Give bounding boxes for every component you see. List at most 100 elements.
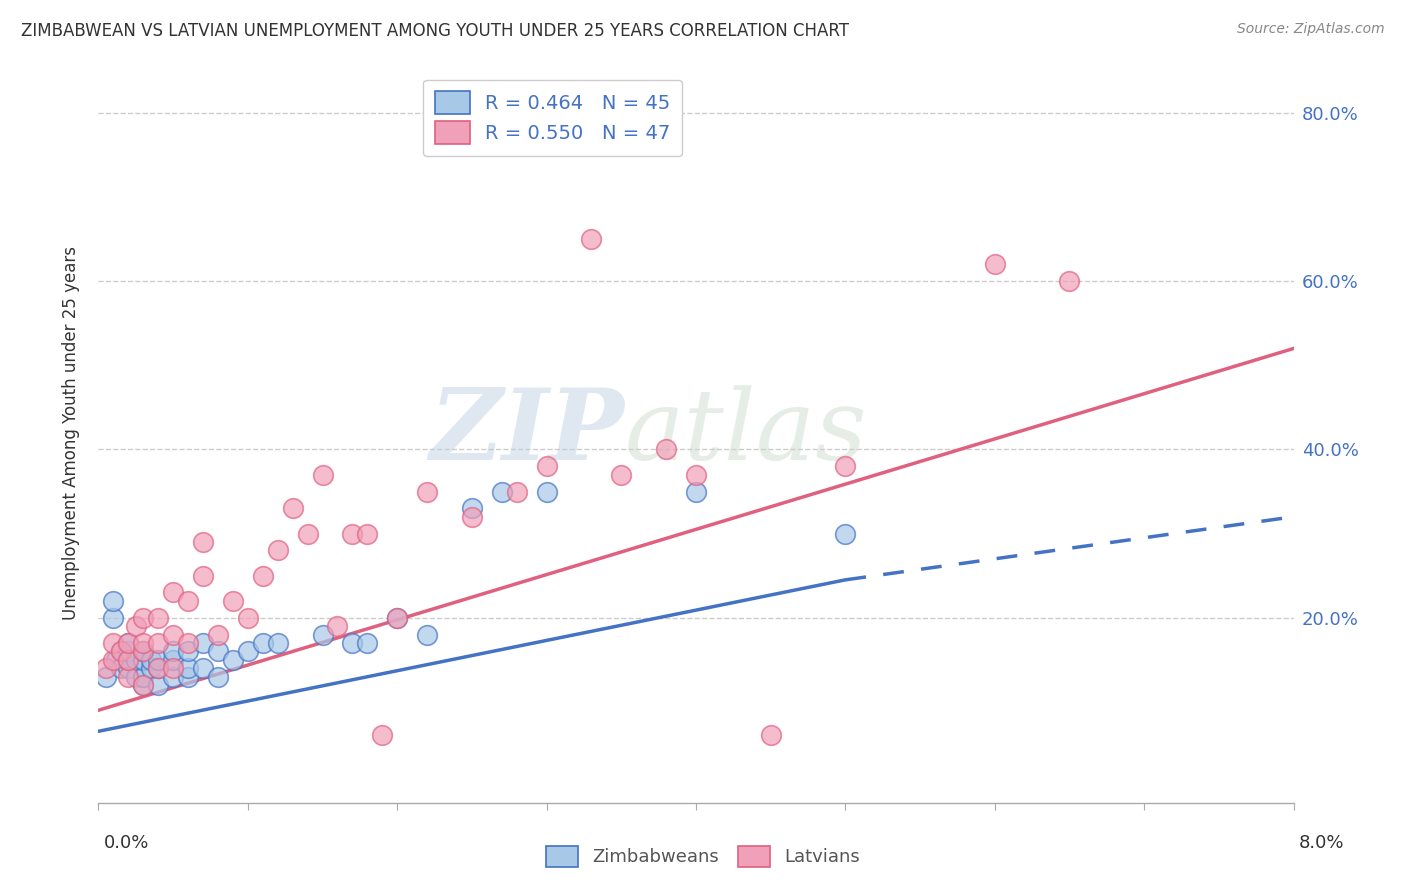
- Point: [94, 670, 117, 684]
- Point: [177, 670, 200, 684]
- Point: [132, 636, 155, 650]
- Point: [222, 594, 245, 608]
- Point: [1059, 274, 1081, 288]
- Legend: Zimbabweans, Latvians: Zimbabweans, Latvians: [538, 838, 868, 874]
- Point: [117, 653, 139, 667]
- Legend: R = 0.464   N = 45, R = 0.550   N = 47: R = 0.464 N = 45, R = 0.550 N = 47: [423, 79, 682, 155]
- Point: [191, 636, 214, 650]
- Point: [222, 653, 245, 667]
- Point: [461, 509, 484, 524]
- Point: [125, 619, 148, 633]
- Point: [103, 653, 125, 667]
- Point: [132, 678, 155, 692]
- Point: [148, 661, 170, 675]
- Point: [117, 636, 139, 650]
- Point: [191, 661, 214, 675]
- Point: [311, 627, 333, 641]
- Point: [685, 484, 707, 499]
- Point: [94, 661, 117, 675]
- Point: [103, 594, 125, 608]
- Point: [132, 610, 155, 624]
- Point: [581, 232, 603, 246]
- Point: [162, 661, 184, 675]
- Point: [191, 535, 214, 549]
- Text: ZIP: ZIP: [429, 384, 624, 481]
- Point: [416, 627, 439, 641]
- Point: [162, 644, 184, 658]
- Point: [267, 543, 290, 558]
- Point: [125, 670, 148, 684]
- Point: [110, 661, 132, 675]
- Point: [162, 670, 184, 684]
- Point: [385, 610, 409, 624]
- Point: [207, 670, 229, 684]
- Point: [834, 459, 856, 474]
- Point: [416, 484, 439, 499]
- Point: [385, 610, 409, 624]
- Point: [252, 568, 274, 582]
- Y-axis label: Unemployment Among Youth under 25 years: Unemployment Among Youth under 25 years: [62, 245, 80, 620]
- Point: [148, 678, 170, 692]
- Text: 8.0%: 8.0%: [1299, 834, 1344, 852]
- Point: [148, 636, 170, 650]
- Point: [117, 661, 139, 675]
- Point: [162, 627, 184, 641]
- Point: [125, 653, 148, 667]
- Point: [506, 484, 529, 499]
- Point: [177, 661, 200, 675]
- Point: [342, 526, 364, 541]
- Point: [110, 644, 132, 658]
- Point: [132, 670, 155, 684]
- Point: [536, 484, 558, 499]
- Point: [834, 526, 856, 541]
- Point: [342, 636, 364, 650]
- Point: [162, 653, 184, 667]
- Point: [177, 644, 200, 658]
- Point: [371, 729, 394, 743]
- Point: [117, 636, 139, 650]
- Point: [491, 484, 513, 499]
- Point: [132, 644, 155, 658]
- Point: [117, 644, 139, 658]
- Point: [177, 636, 200, 650]
- Point: [207, 627, 229, 641]
- Point: [252, 636, 274, 650]
- Point: [356, 636, 378, 650]
- Point: [311, 467, 333, 482]
- Point: [207, 644, 229, 658]
- Point: [984, 257, 1007, 271]
- Point: [236, 610, 259, 624]
- Point: [236, 644, 259, 658]
- Point: [105, 653, 128, 667]
- Point: [148, 610, 170, 624]
- Point: [685, 467, 707, 482]
- Point: [536, 459, 558, 474]
- Text: atlas: atlas: [624, 385, 868, 480]
- Point: [132, 678, 155, 692]
- Text: ZIMBABWEAN VS LATVIAN UNEMPLOYMENT AMONG YOUTH UNDER 25 YEARS CORRELATION CHART: ZIMBABWEAN VS LATVIAN UNEMPLOYMENT AMONG…: [21, 22, 849, 40]
- Point: [117, 653, 139, 667]
- Point: [132, 644, 155, 658]
- Point: [759, 729, 782, 743]
- Point: [139, 653, 162, 667]
- Point: [117, 670, 139, 684]
- Text: Source: ZipAtlas.com: Source: ZipAtlas.com: [1237, 22, 1385, 37]
- Point: [110, 644, 132, 658]
- Point: [103, 610, 125, 624]
- Text: 0.0%: 0.0%: [104, 834, 149, 852]
- Point: [267, 636, 290, 650]
- Point: [655, 442, 678, 457]
- Point: [177, 594, 200, 608]
- Point: [356, 526, 378, 541]
- Point: [326, 619, 349, 633]
- Point: [297, 526, 319, 541]
- Point: [610, 467, 633, 482]
- Point: [162, 585, 184, 599]
- Point: [461, 501, 484, 516]
- Point: [148, 661, 170, 675]
- Point: [191, 568, 214, 582]
- Point: [281, 501, 304, 516]
- Point: [148, 653, 170, 667]
- Point: [103, 636, 125, 650]
- Point: [132, 653, 155, 667]
